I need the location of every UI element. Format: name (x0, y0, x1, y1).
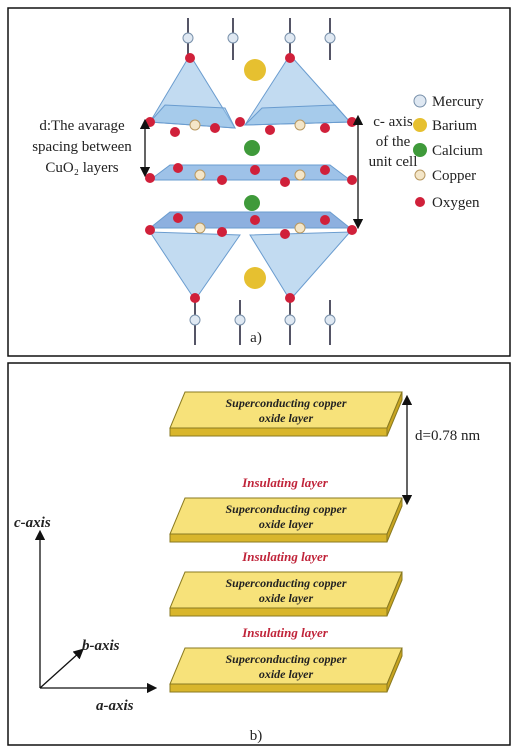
legend-label: Barium (432, 118, 477, 134)
caption: a) (250, 330, 262, 346)
slab-front (170, 428, 387, 436)
spacing-annotation: spacing between (32, 139, 132, 155)
c-axis-annotation: unit cell (369, 154, 418, 170)
spacing-annotation: CuO₂ layers (45, 160, 118, 176)
insulating-label: Insulating layer (241, 475, 329, 490)
layer-label: oxide layer (259, 517, 314, 531)
axis-label: b-axis (82, 638, 120, 654)
layer-label: Superconducting copper (225, 652, 346, 666)
layer-label: Superconducting copper (225, 396, 346, 410)
legend-label: Oxygen (432, 195, 480, 211)
c-axis-annotation: of the (376, 134, 411, 150)
legend-label: Mercury (432, 94, 484, 110)
c-axis-annotation: c- axis (373, 114, 413, 130)
figure: d:The avarage spacing between CuO₂ layers c… (0, 0, 517, 751)
spacing-annotation: d:The avarage (39, 118, 125, 134)
slab-front (170, 684, 387, 692)
insulating-label: Insulating layer (241, 549, 329, 564)
spacing-label: d=0.78 nm (415, 428, 480, 444)
layer-label: oxide layer (259, 667, 314, 681)
slab-front (170, 534, 387, 542)
legend-label: Calcium (432, 143, 483, 159)
legend-label: Copper (432, 168, 476, 184)
axis-label: a-axis (96, 698, 134, 714)
layer-label: Superconducting copper (225, 502, 346, 516)
insulating-label: Insulating layer (241, 625, 329, 640)
slab-front (170, 608, 387, 616)
layer-label: oxide layer (259, 591, 314, 605)
layer-label: oxide layer (259, 411, 314, 425)
caption: b) (250, 728, 263, 744)
layer-label: Superconducting copper (225, 576, 346, 590)
axis-label: c-axis (14, 515, 51, 531)
